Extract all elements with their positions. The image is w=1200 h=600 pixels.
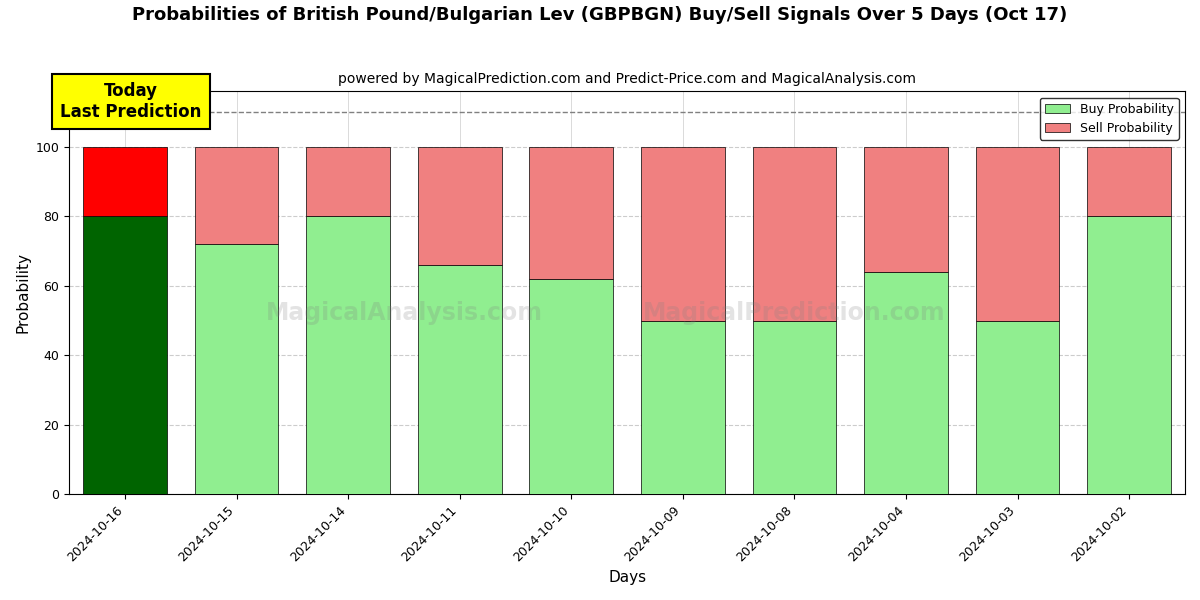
- Bar: [194, 147, 278, 244]
- Text: Probabilities of British Pound/Bulgarian Lev (GBPBGN) Buy/Sell Signals Over 5 Da: Probabilities of British Pound/Bulgarian…: [132, 6, 1068, 24]
- Bar: [864, 147, 948, 272]
- Bar: [418, 265, 502, 494]
- Bar: [306, 217, 390, 494]
- Bar: [418, 147, 502, 265]
- Bar: [1087, 147, 1171, 217]
- X-axis label: Days: Days: [608, 570, 646, 585]
- Title: powered by MagicalPrediction.com and Predict-Price.com and MagicalAnalysis.com: powered by MagicalPrediction.com and Pre…: [338, 72, 916, 86]
- Bar: [306, 147, 390, 217]
- Bar: [752, 147, 836, 320]
- Text: MagicalPrediction.com: MagicalPrediction.com: [643, 301, 946, 325]
- Bar: [752, 320, 836, 494]
- Bar: [641, 147, 725, 320]
- Bar: [1087, 217, 1171, 494]
- Bar: [976, 147, 1060, 320]
- Bar: [529, 147, 613, 279]
- Text: Today
Last Prediction: Today Last Prediction: [60, 82, 202, 121]
- Y-axis label: Probability: Probability: [16, 252, 30, 333]
- Bar: [83, 147, 167, 217]
- Bar: [529, 279, 613, 494]
- Bar: [864, 272, 948, 494]
- Text: MagicalAnalysis.com: MagicalAnalysis.com: [265, 301, 542, 325]
- Bar: [83, 217, 167, 494]
- Bar: [194, 244, 278, 494]
- Legend: Buy Probability, Sell Probability: Buy Probability, Sell Probability: [1040, 98, 1178, 140]
- Bar: [976, 320, 1060, 494]
- Bar: [641, 320, 725, 494]
